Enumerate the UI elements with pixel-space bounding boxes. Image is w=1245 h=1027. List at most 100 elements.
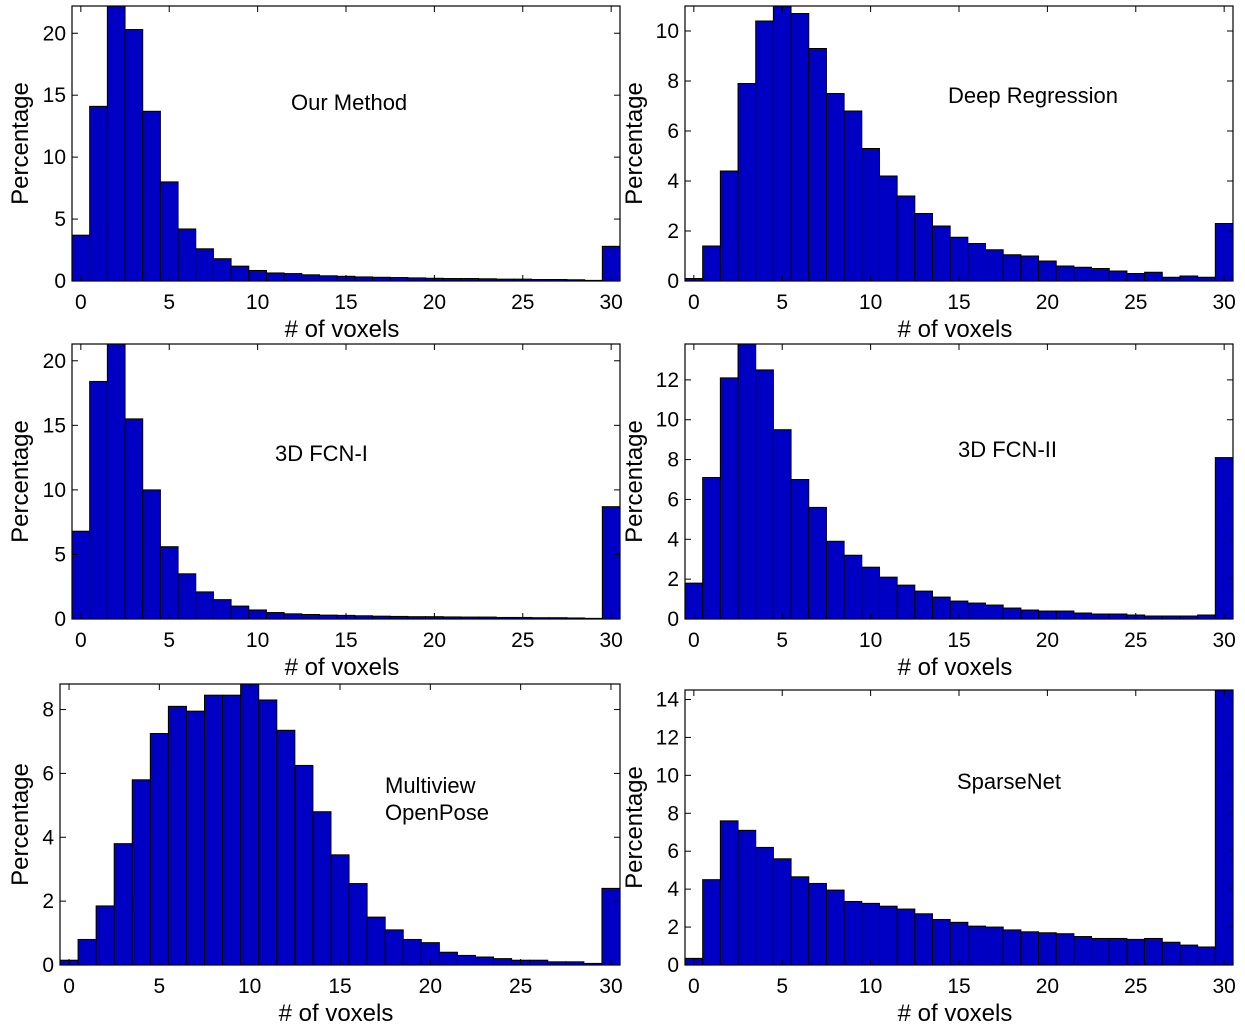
3d-fcn-i-xtick-label-20: 20 [423, 629, 446, 652]
sparsenet-bar-12 [896, 908, 916, 966]
multiview-openpose-bar-8 [204, 694, 224, 966]
sparsenet-ytick-label-10: 10 [656, 764, 679, 787]
our-method-bar-2 [106, 5, 126, 282]
sparsenet-bar-11 [878, 905, 898, 966]
deep-regression-ylabel: Percentage [621, 82, 648, 205]
sparsenet-ytick-label-6: 6 [667, 840, 679, 863]
3d-fcn-i-bar-21 [442, 616, 462, 620]
3d-fcn-ii-annotation-0: 3D FCN-II [958, 437, 1057, 462]
multiview-openpose-xtick-label-15: 15 [328, 975, 351, 998]
our-method-bar-28 [566, 279, 586, 282]
3d-fcn-i-bar-19 [407, 616, 427, 620]
our-method-bar-14 [318, 275, 338, 282]
sparsenet-bar-1 [702, 879, 721, 966]
3d-fcn-i-ytick-label-5: 5 [54, 543, 66, 566]
3d-fcn-i-ytick-label-20: 20 [43, 350, 66, 373]
3d-fcn-i-bar-12 [283, 613, 303, 620]
our-method-xtick-label-15: 15 [334, 291, 357, 314]
sparsenet-bar-4 [755, 846, 774, 966]
multiview-openpose-bar-23 [474, 956, 495, 966]
our-method-bar-22 [460, 278, 480, 282]
deep-regression-bar-24 [1108, 270, 1128, 282]
deep-regression-bar-10 [861, 148, 880, 282]
sparsenet-bar-29 [1197, 946, 1216, 966]
multiview-openpose-bar-27 [547, 961, 567, 966]
deep-regression-bar-27 [1161, 276, 1181, 282]
our-method-bar-17 [372, 276, 391, 282]
3d-fcn-ii-ylabel: Percentage [621, 420, 648, 543]
deep-regression-ytick-label-6: 6 [667, 120, 679, 143]
3d-fcn-i-bar-29 [584, 617, 603, 620]
multiview-openpose-ytick-label-2: 2 [42, 890, 54, 913]
multiview-openpose-xtick-label-30: 30 [599, 975, 622, 998]
multiview-openpose-bar-22 [456, 954, 476, 966]
our-method-ytick-label-5: 5 [54, 208, 66, 231]
deep-regression-bar-2 [719, 170, 739, 282]
deep-regression-bar-12 [896, 195, 916, 282]
sparsenet-ytick-label-4: 4 [667, 878, 679, 901]
3d-fcn-ii-xlabel: # of voxels [898, 654, 1013, 681]
3d-fcn-ii-bar-26 [1144, 615, 1163, 620]
3d-fcn-i-ytick-label-15: 15 [43, 414, 66, 437]
3d-fcn-i-annotation-0: 3D FCN-I [275, 441, 368, 466]
sparsenet-bar-13 [914, 913, 933, 966]
deep-regression-bar-22 [1073, 266, 1093, 282]
our-method-bar-4 [142, 110, 161, 282]
deep-regression-xtick-label-20: 20 [1036, 291, 1059, 314]
our-method-ytick-label-20: 20 [43, 22, 66, 45]
sparsenet-bar-17 [985, 926, 1004, 966]
multiview-openpose-bar-30 [601, 887, 621, 966]
deep-regression-bar-5 [772, 5, 792, 282]
our-method-bar-13 [301, 274, 320, 282]
multiview-openpose-xtick-label-0: 0 [63, 975, 75, 998]
multiview-openpose-xlabel: # of voxels [279, 1000, 394, 1027]
3d-fcn-i-xtick-label-5: 5 [163, 629, 175, 652]
3d-fcn-i-xlabel: # of voxels [285, 654, 400, 681]
multiview-openpose-bar-4 [131, 779, 151, 966]
3d-fcn-i-xtick-label-30: 30 [599, 629, 622, 652]
sparsenet-bar-9 [843, 900, 863, 966]
3d-fcn-i-bar-24 [495, 616, 515, 620]
3d-fcn-i-bar-13 [301, 613, 320, 620]
multiview-openpose-bar-15 [330, 854, 350, 966]
our-method-ytick-label-0: 0 [54, 270, 66, 293]
our-method-xtick-label-25: 25 [511, 291, 534, 314]
sparsenet-bar-10 [861, 902, 880, 966]
3d-fcn-ii-bar-29 [1197, 614, 1216, 620]
sparsenet-ytick-label-8: 8 [667, 802, 679, 825]
deep-regression-bar-17 [985, 249, 1004, 282]
3d-fcn-ii-bar-13 [914, 590, 933, 620]
multiview-openpose-bar-9 [222, 694, 242, 966]
3d-fcn-ii-bar-21 [1055, 610, 1075, 620]
sparsenet-bar-26 [1144, 937, 1163, 966]
sparsenet-xtick-label-10: 10 [859, 975, 882, 998]
sparsenet-ytick-label-14: 14 [656, 688, 680, 711]
3d-fcn-i-bar-3 [124, 418, 144, 620]
3d-fcn-i-bar-8 [212, 599, 232, 620]
multiview-openpose-xtick-label-20: 20 [419, 975, 442, 998]
multiview-openpose-bar-21 [438, 951, 458, 966]
deep-regression-bar-3 [737, 83, 757, 282]
our-method-bar-29 [584, 279, 603, 282]
multiview-openpose-bar-14 [312, 811, 332, 966]
deep-regression-annotation-0: Deep Regression [948, 83, 1118, 108]
3d-fcn-i-bar-7 [195, 591, 214, 620]
3d-fcn-i-bar-17 [372, 615, 391, 620]
3d-fcn-ii-bar-23 [1091, 613, 1110, 620]
our-method-xtick-label-30: 30 [599, 291, 622, 314]
deep-regression-ytick-label-8: 8 [667, 70, 679, 93]
sparsenet-bar-3 [737, 829, 757, 966]
deep-regression-xtick-label-15: 15 [947, 291, 970, 314]
3d-fcn-i-xtick-label-15: 15 [334, 629, 357, 652]
3d-fcn-ii-bar-5 [772, 429, 792, 620]
3d-fcn-i-bar-1 [89, 380, 108, 620]
our-method-xtick-label-10: 10 [246, 291, 269, 314]
our-method-annotation-0: Our Method [291, 90, 407, 115]
3d-fcn-i-bar-2 [106, 343, 126, 620]
deep-regression-bar-26 [1144, 271, 1163, 282]
sparsenet-bar-5 [772, 858, 792, 966]
sparsenet-bar-15 [949, 921, 969, 966]
3d-fcn-ii-bar-1 [702, 477, 721, 620]
deep-regression-xtick-label-5: 5 [776, 291, 788, 314]
3d-fcn-ii-bar-30 [1214, 457, 1234, 620]
